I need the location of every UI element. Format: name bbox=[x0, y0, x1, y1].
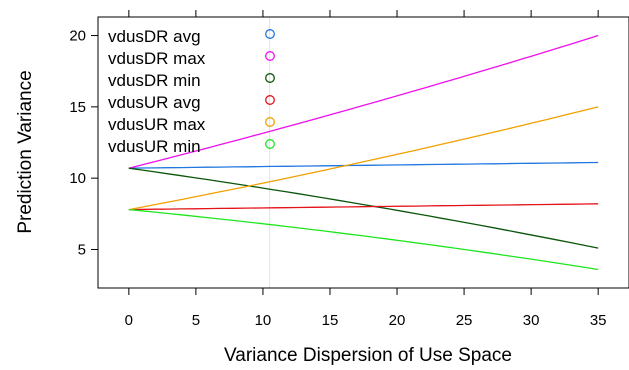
axis-ticks: 0 5 10 15 20 25 30 35 5 10 15 20 bbox=[69, 10, 607, 329]
series-line-vdusur-avg bbox=[128, 203, 599, 211]
x-axis-title: Variance Dispersion of Use Space bbox=[224, 345, 512, 366]
legend-label: vdusDR avg bbox=[108, 27, 201, 46]
plot-frame bbox=[97, 16, 629, 289]
legend-marker bbox=[265, 139, 275, 149]
legend-label: vdusDR min bbox=[108, 71, 201, 90]
legend-label: vdusUR avg bbox=[108, 93, 201, 112]
x-tick-label: 5 bbox=[192, 312, 200, 329]
y-tick-label: 5 bbox=[78, 241, 86, 258]
legend-marker bbox=[265, 51, 275, 61]
legend-marker bbox=[265, 95, 275, 105]
x-tick-label: 0 bbox=[125, 312, 133, 329]
legend-marker bbox=[265, 29, 275, 39]
series-line-vdusur-min bbox=[128, 208, 599, 271]
x-tick-label: 35 bbox=[590, 312, 607, 329]
series-line-vdusdr-max bbox=[128, 34, 599, 169]
legend-label: vdusUR max bbox=[108, 115, 206, 134]
legend-label: vdusUR min bbox=[108, 137, 201, 156]
y-tick-label: 10 bbox=[69, 170, 86, 187]
y-axis-title: Prediction Variance bbox=[15, 70, 36, 233]
x-tick-label: 10 bbox=[255, 312, 272, 329]
series-line-vdusdr-avg bbox=[128, 161, 599, 169]
x-tick-label: 15 bbox=[322, 312, 339, 329]
series-line-vdusur-max bbox=[128, 106, 599, 211]
y-tick-label: 15 bbox=[69, 99, 86, 116]
x-tick-label: 30 bbox=[523, 312, 540, 329]
legend: vdusDR avg vdusDR max vdusDR min vdusUR avg… bbox=[108, 27, 275, 156]
x-tick-label: 20 bbox=[389, 312, 406, 329]
legend-label: vdusDR max bbox=[108, 49, 206, 68]
series-line-vdusdr-min bbox=[128, 167, 599, 249]
y-tick-label: 20 bbox=[69, 28, 86, 45]
legend-marker bbox=[265, 73, 275, 83]
legend-marker bbox=[265, 117, 275, 127]
series-lines bbox=[128, 34, 599, 271]
x-tick-label: 25 bbox=[456, 312, 473, 329]
